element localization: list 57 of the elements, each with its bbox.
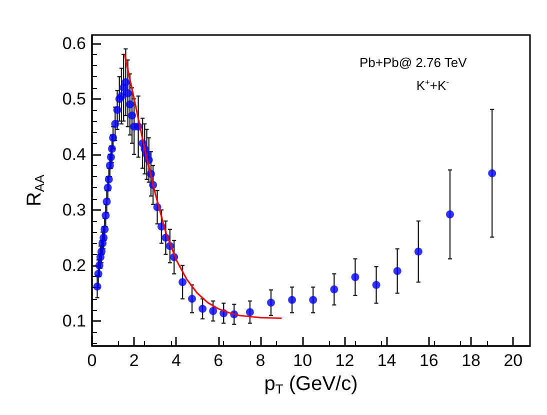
point <box>393 267 402 276</box>
point <box>108 144 116 153</box>
y-tick-label: 0.2 <box>62 256 86 275</box>
point <box>117 92 126 100</box>
y-tick-label: 0.5 <box>62 89 86 108</box>
point <box>93 282 102 291</box>
point <box>267 298 275 307</box>
point <box>106 162 114 170</box>
point <box>104 184 112 192</box>
point <box>309 296 318 304</box>
line-series <box>124 54 282 319</box>
point <box>330 285 338 294</box>
point <box>188 294 196 303</box>
point <box>124 89 132 98</box>
y-tick-label: 0.6 <box>62 34 86 53</box>
point <box>109 134 118 142</box>
x-tick-label: 12 <box>335 351 354 370</box>
point <box>111 120 120 128</box>
point <box>122 78 130 86</box>
point <box>198 304 207 313</box>
point <box>106 153 115 162</box>
x-tick-label: 4 <box>171 351 181 370</box>
point <box>102 198 111 206</box>
point <box>95 261 104 270</box>
annotation: Pb+Pb@ 2.76 TeV <box>359 55 468 70</box>
point <box>100 225 109 234</box>
x-tick-label: 10 <box>293 351 312 370</box>
point <box>128 112 136 120</box>
point <box>209 307 218 316</box>
x-tick-label: 8 <box>256 351 266 370</box>
point <box>104 175 113 184</box>
y-tick-label: 0.3 <box>62 200 86 220</box>
point <box>488 169 496 178</box>
y-tick-label: 0.4 <box>62 144 86 164</box>
x-tick-label: 20 <box>504 351 523 370</box>
y-tick-label: 0.1 <box>62 312 86 331</box>
point <box>126 100 134 108</box>
point <box>414 248 422 256</box>
x-tick-label: 6 <box>214 351 224 370</box>
point <box>372 280 380 289</box>
point <box>100 234 108 242</box>
x-tick-label: 18 <box>462 351 480 370</box>
point <box>102 211 110 220</box>
point <box>113 106 122 114</box>
x-tick-label: 0 <box>87 351 97 370</box>
x-tick-label: 2 <box>129 351 139 370</box>
point <box>288 296 296 304</box>
point <box>97 248 106 256</box>
point <box>351 273 360 282</box>
x-tick-label: 16 <box>419 351 438 370</box>
point <box>94 270 102 278</box>
point <box>178 278 187 286</box>
y-axis-title: RAA <box>24 174 47 206</box>
annotation: K++K- <box>416 77 450 93</box>
point <box>446 210 454 218</box>
point <box>246 308 254 316</box>
x-tick-label: 14 <box>377 351 396 370</box>
